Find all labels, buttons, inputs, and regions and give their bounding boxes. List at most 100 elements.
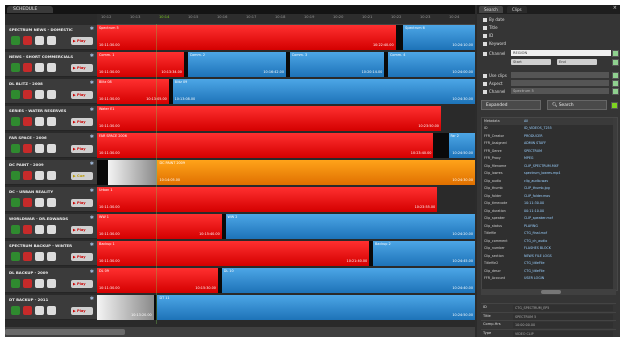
table-row[interactable]: Clip_timecode 10:11:30.00	[484, 200, 615, 207]
schedule-clip[interactable]: DL 09 10:11:30.00 10:15:30.00	[97, 268, 218, 293]
channel-action-button[interactable]: ▶ Play	[71, 64, 93, 72]
tab-schedule[interactable]: SCHEDULE	[7, 6, 54, 13]
pause-icon[interactable]	[47, 144, 56, 153]
checkbox-use-clips[interactable]: Use clips	[483, 73, 507, 78]
document-icon[interactable]	[35, 36, 44, 45]
schedule-clip[interactable]	[217, 268, 222, 293]
channel-settings-icon[interactable]: ✱	[89, 26, 94, 32]
schedule-clip[interactable]: Comm. 1 10:11:30.00 10:13:34.00	[97, 52, 184, 77]
schedule-clip[interactable]: Blitz 08 10:11:30.00 10:13:05.00	[97, 79, 169, 104]
schedule-clip[interactable]	[369, 241, 373, 266]
schedule-clip[interactable]: Far 2 10:24:50.00	[448, 133, 475, 158]
table-row[interactable]: Clip_number FLASHES BLOCK	[484, 245, 615, 252]
pause-icon[interactable]	[47, 225, 56, 234]
settings-icon[interactable]	[612, 59, 619, 66]
schedule-clip[interactable]: DC PAINT 2009 10:14:05.00 10:24:30.00	[157, 160, 475, 185]
table-row[interactable]: Clip_audio clip_audio.wav	[484, 178, 615, 185]
record-icon[interactable]	[23, 90, 32, 99]
checkbox-by-date[interactable]: By date	[483, 17, 504, 22]
channel-select-icon[interactable]	[612, 88, 619, 95]
channel-action-button[interactable]: ▶ Play	[71, 226, 93, 234]
play-icon[interactable]	[11, 144, 20, 153]
end-button[interactable]: End	[557, 59, 597, 65]
table-row[interactable]: FFR_Proxy MPEG	[484, 155, 615, 162]
schedule-clip[interactable]	[286, 52, 290, 77]
play-icon[interactable]	[11, 171, 20, 180]
schedule-clip[interactable]: Spectrum 5 10:11:30.00 10:22:40.00	[97, 25, 396, 50]
table-row[interactable]: FFR_Account USER LOGIN	[484, 275, 615, 282]
table-row[interactable]: Clip_comment CTG_ch_audio	[484, 238, 615, 245]
pause-icon[interactable]	[47, 171, 56, 180]
channel-settings-icon[interactable]: ✱	[89, 80, 94, 86]
use-clips-field[interactable]	[511, 72, 609, 78]
schedule-clip[interactable]: DT 11 10:24:50.00	[157, 295, 475, 320]
channel-settings-icon[interactable]: ✱	[89, 188, 94, 194]
document-icon[interactable]	[35, 198, 44, 207]
schedule-clip[interactable]	[395, 25, 404, 50]
channel-settings-icon[interactable]: ✱	[89, 215, 94, 221]
close-icon[interactable]: ×	[612, 5, 617, 11]
table-row[interactable]: Clip_folder CLIP_folder.mov	[484, 193, 615, 200]
schedule-clip[interactable]	[183, 52, 188, 77]
table-row[interactable]: Clip_filename CLIP_SPECTRUM.MXF	[484, 163, 615, 170]
table-row[interactable]: Titlefile2 CTG_titleFile	[484, 260, 615, 267]
channel-settings-icon[interactable]: ✱	[89, 242, 94, 248]
help-icon[interactable]	[611, 102, 618, 109]
checkbox-keyword[interactable]: Keyword	[483, 41, 506, 46]
scroll-thumb[interactable]	[541, 290, 561, 294]
horizontal-scrollbar[interactable]	[5, 327, 475, 337]
document-icon[interactable]	[35, 225, 44, 234]
checkbox-title[interactable]: Title	[483, 25, 498, 30]
channel-action-button[interactable]: ▶ Play	[71, 37, 93, 45]
table-row[interactable]: FFR_Assigned ADMIN STAFF	[484, 140, 615, 147]
schedule-clip[interactable]: Water E1 10:11:30.00 10:23:50.00	[97, 106, 441, 131]
channel-settings-icon[interactable]: ✱	[89, 53, 94, 59]
table-row[interactable]: Titlefile CTG_final.mxf	[484, 230, 615, 237]
channel-settings-icon[interactable]: ✱	[89, 296, 94, 302]
table-row[interactable]: FFR_Creator PRODUCER	[484, 133, 615, 140]
search-button[interactable]: 🔍︎ Search	[547, 100, 607, 110]
play-icon[interactable]	[11, 279, 20, 288]
play-icon[interactable]	[11, 225, 20, 234]
schedule-clip[interactable]	[433, 133, 449, 158]
pause-icon[interactable]	[47, 36, 56, 45]
play-icon[interactable]	[11, 90, 20, 99]
table-row[interactable]: FFR_Genre SPECTRUM	[484, 148, 615, 155]
record-icon[interactable]	[23, 117, 32, 126]
detail-field[interactable]: SPECTRUM 5	[513, 313, 613, 320]
use-clips-icon[interactable]	[612, 72, 619, 79]
record-icon[interactable]	[23, 63, 32, 72]
channel-dropdown-icon[interactable]	[612, 50, 619, 57]
document-icon[interactable]	[35, 63, 44, 72]
scroll-thumb[interactable]	[5, 329, 125, 335]
tab-clips[interactable]: Clips	[507, 6, 527, 13]
expanded-button[interactable]: Expanded	[481, 100, 541, 110]
tab-search[interactable]: Search	[479, 6, 503, 13]
channel-settings-icon[interactable]: ✱	[89, 134, 94, 140]
record-icon[interactable]	[23, 306, 32, 315]
schedule-clip[interactable]: WW 1 10:11:30.00 10:15:40.00	[97, 214, 222, 239]
record-icon[interactable]	[23, 198, 32, 207]
schedule-clip[interactable]	[108, 160, 158, 185]
table-scrollbar[interactable]	[481, 289, 616, 295]
pause-icon[interactable]	[47, 279, 56, 288]
play-icon[interactable]	[11, 63, 20, 72]
record-icon[interactable]	[23, 171, 32, 180]
pause-icon[interactable]	[47, 117, 56, 126]
schedule-clip[interactable]: Comm. 2 10:16:42.00	[187, 52, 286, 77]
play-icon[interactable]	[11, 306, 20, 315]
channel-action-button[interactable]: ▶ Play	[71, 145, 93, 153]
document-icon[interactable]	[35, 306, 44, 315]
table-row[interactable]: Clip_lowres spectrum_lowres.mp4	[484, 170, 615, 177]
document-icon[interactable]	[35, 117, 44, 126]
schedule-clip[interactable]: Urban 1 10:11:30.00 10:23:55.00	[97, 187, 438, 212]
schedule-clip[interactable]: Spectrum 6 10:24:10.00	[403, 25, 475, 50]
table-row[interactable]: Clip_status PLAYING	[484, 223, 615, 230]
document-icon[interactable]	[35, 279, 44, 288]
record-icon[interactable]	[23, 225, 32, 234]
vertical-scrollbar[interactable]	[613, 118, 617, 290]
pause-icon[interactable]	[47, 63, 56, 72]
aspect-field[interactable]	[511, 80, 609, 86]
schedule-clip[interactable]: Comm. 4 10:24:00.00	[388, 52, 475, 77]
pause-icon[interactable]	[47, 306, 56, 315]
